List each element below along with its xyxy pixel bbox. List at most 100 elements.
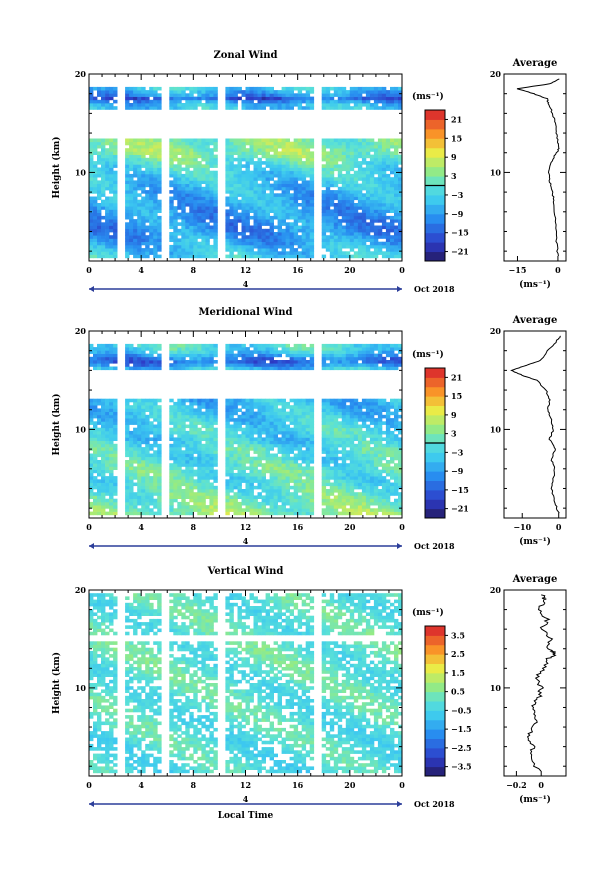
heatmap-cell — [145, 398, 150, 403]
heatmap-cell — [229, 489, 234, 493]
heatmap-cell — [125, 254, 130, 259]
heatmap-cell — [285, 222, 290, 226]
heatmap-cell — [277, 437, 282, 441]
heatmap-cell — [233, 183, 238, 188]
heatmap-cell — [345, 212, 351, 217]
heatmap-cell — [185, 460, 190, 464]
heatmap-cell — [297, 106, 303, 110]
heatmap-cell — [305, 466, 311, 470]
heatmap-cell — [289, 498, 294, 503]
heatmap-cell — [257, 443, 262, 448]
heatmap-cell — [133, 447, 138, 451]
heatmap-cell — [293, 366, 299, 371]
heatmap-cell — [257, 141, 262, 146]
heatmap-cell — [225, 414, 230, 419]
heatmap-cell — [325, 157, 331, 162]
heatmap-cell — [129, 183, 134, 188]
heatmap-cell — [289, 206, 294, 210]
heatmap-cell — [225, 244, 230, 249]
heatmap-cell — [137, 421, 142, 425]
heatmap-cell — [237, 482, 242, 487]
heatmap-cell — [129, 241, 134, 246]
heatmap-cell — [125, 99, 130, 104]
heatmap-cell — [181, 151, 186, 155]
heatmap-cell — [197, 186, 202, 191]
heatmap-cell — [277, 463, 282, 467]
heatmap-cell — [249, 414, 254, 419]
heatmap-cell — [257, 212, 262, 217]
heatmap-cell — [309, 196, 315, 201]
heatmap-cell — [373, 161, 379, 165]
heatmap-cell — [394, 177, 399, 181]
heatmap-cell — [225, 398, 230, 403]
heatmap-cell — [361, 241, 367, 246]
heatmap-cell — [169, 235, 174, 239]
heatmap-cell — [289, 212, 294, 217]
heatmap-cell — [113, 408, 118, 412]
heatmap-cell — [229, 157, 234, 162]
heatmap-cell — [193, 505, 198, 509]
heatmap-cell — [157, 144, 162, 149]
heatmap-cell — [349, 238, 355, 242]
heatmap-cell — [149, 489, 154, 493]
heatmap-cell — [301, 203, 307, 207]
heatmap-cell — [133, 106, 138, 110]
heatmap-cell — [89, 472, 94, 477]
heatmap-cell — [145, 456, 150, 461]
heatmap-cell — [361, 180, 367, 184]
heatmap-cell — [109, 180, 114, 184]
heatmap-cell — [269, 167, 274, 172]
heatmap-cell — [381, 212, 387, 217]
heatmap-cell — [105, 408, 110, 412]
heatmap-cell — [169, 343, 174, 348]
heatmap-cell — [193, 144, 198, 149]
heatmap-cell — [169, 492, 174, 496]
heatmap-cell — [269, 170, 274, 175]
heatmap-cell — [233, 356, 238, 361]
heatmap-cell — [261, 479, 266, 483]
heatmap-cell — [265, 443, 270, 448]
heatmap-cell — [281, 437, 286, 441]
heatmap-cell — [229, 244, 234, 249]
heatmap-cell — [269, 456, 274, 461]
heatmap-cell — [398, 154, 403, 159]
heatmap-cell — [185, 440, 190, 445]
heatmap-cell — [301, 347, 307, 351]
heatmap-cell — [257, 199, 262, 204]
heatmap-cell — [293, 96, 299, 101]
heatmap-cell — [269, 405, 274, 409]
heatmap-cell — [293, 508, 299, 512]
heatmap-cell — [229, 479, 234, 483]
heatmap-cell — [225, 350, 230, 354]
heatmap-cell — [113, 366, 118, 371]
heatmap-cell — [398, 173, 403, 178]
heatmap-cell — [97, 103, 102, 107]
heatmap-cell — [105, 443, 110, 448]
heatmap-cell — [229, 427, 234, 432]
heatmap-cell — [281, 495, 286, 499]
heatmap-cell — [125, 167, 130, 172]
heatmap-cell — [181, 505, 186, 509]
heatmap-cell — [197, 193, 202, 197]
heatmap-cell — [273, 241, 278, 246]
heatmap-cell — [301, 173, 307, 178]
heatmap-cell — [233, 508, 238, 512]
heatmap-cell — [394, 235, 399, 239]
heatmap-cell — [149, 401, 154, 406]
heatmap-cell — [333, 193, 339, 197]
heatmap-cell — [149, 90, 154, 94]
heatmap-cell — [149, 492, 154, 496]
heatmap-cell — [305, 151, 311, 155]
heatmap-cell — [357, 170, 363, 175]
heatmap-cell — [257, 398, 262, 403]
heatmap-cell — [369, 148, 375, 152]
heatmap-cell — [277, 186, 282, 191]
heatmap-cell — [133, 460, 138, 464]
heatmap-cell — [205, 235, 210, 239]
heatmap-cell — [381, 138, 387, 143]
heatmap-cell — [201, 366, 206, 371]
heatmap-cell — [185, 443, 190, 448]
heatmap-cell — [289, 511, 294, 516]
heatmap-cell — [97, 99, 102, 104]
heatmap-cell — [225, 219, 230, 223]
